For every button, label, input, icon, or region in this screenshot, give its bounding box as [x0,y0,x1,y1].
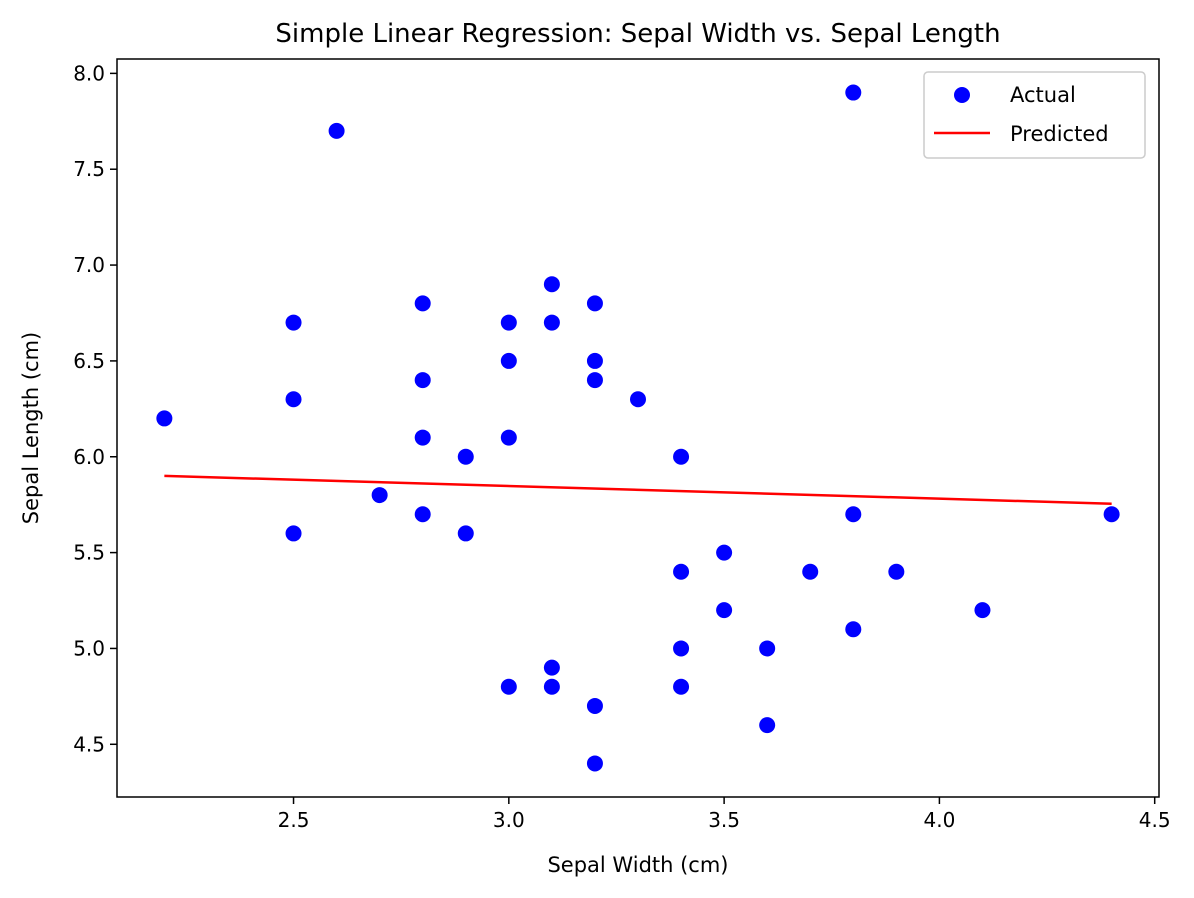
legend-predicted-label: Predicted [1010,122,1109,146]
actual-point [630,391,646,408]
actual-point [414,372,431,389]
actual-point [543,314,560,331]
legend-actual-label: Actual [1010,83,1076,107]
actual-point [716,544,733,561]
actual-point [888,563,905,580]
plot-frame [116,58,1160,798]
y-tick-label: 5.0 [73,636,105,660]
actual-point [285,391,302,408]
legend: Actual Predicted [923,71,1146,159]
x-tick-label: 4.5 [1139,808,1171,832]
actual-points-layer [156,84,1120,772]
legend-box [923,71,1146,159]
y-tick-label: 6.0 [73,445,105,469]
actual-point [802,563,819,580]
actual-point [414,295,431,312]
actual-point [457,448,474,465]
predicted-line-layer [164,474,1112,505]
actual-point [328,122,345,139]
actual-point [414,506,431,523]
chart-title: Simple Linear Regression: Sepal Width vs… [275,19,1000,49]
actual-point [500,678,517,695]
actual-point [586,295,603,312]
y-tick-label: 5.5 [73,541,105,565]
actual-point [845,84,862,101]
actual-point [414,429,431,446]
actual-point [759,717,776,734]
y-axis: 4.5 5.0 5.5 6.0 6.5 7.0 7.5 8.0 [73,61,117,756]
x-tick-label: 3.5 [708,808,740,832]
actual-point [543,659,560,676]
actual-point [716,602,733,619]
actual-point [457,525,474,542]
actual-point [673,563,690,580]
actual-point [500,429,517,446]
y-axis-label: Sepal Length (cm) [19,332,43,524]
actual-point [845,506,862,523]
actual-point [371,487,388,504]
actual-point [156,410,173,427]
actual-point [974,602,991,619]
x-tick-label: 3.0 [493,808,525,832]
actual-point [500,314,517,331]
actual-point [673,678,690,695]
actual-point [845,621,862,638]
actual-point [586,372,603,389]
actual-point [586,697,603,714]
y-tick-label: 4.5 [73,732,105,756]
y-tick-label: 7.5 [73,157,105,181]
actual-point [586,352,603,369]
legend-actual-marker [954,87,970,103]
actual-point [673,640,690,657]
actual-point [285,525,302,542]
actual-point [285,314,302,331]
actual-point [1103,506,1120,523]
y-tick-label: 7.0 [73,253,105,277]
x-axis: 2.5 3.0 3.5 4.0 4.5 [278,797,1171,832]
y-tick-label: 8.0 [73,61,105,85]
actual-point [759,640,776,657]
y-tick-label: 6.5 [73,349,105,373]
x-tick-label: 2.5 [278,808,310,832]
actual-point [586,755,603,772]
actual-point [543,276,560,293]
actual-point [500,352,517,369]
actual-point [543,678,560,695]
x-tick-label: 4.0 [923,808,955,832]
x-axis-label: Sepal Width (cm) [547,853,728,877]
actual-point [673,448,690,465]
predicted-line [164,474,1112,505]
